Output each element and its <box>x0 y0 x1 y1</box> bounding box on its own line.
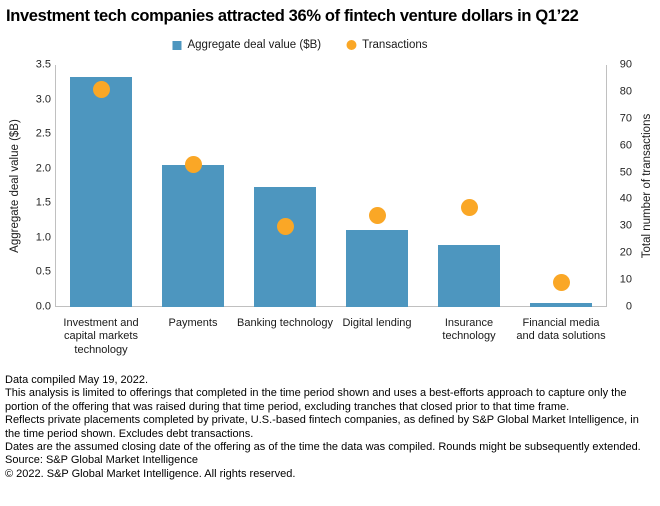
transactions-dot <box>552 274 570 292</box>
category-label: Insurance technology <box>442 317 496 343</box>
right-axis-tick: 60 <box>619 139 632 152</box>
transactions-dot-icon <box>346 40 357 50</box>
legend-label-deal-value: Aggregate deal value ($B) <box>187 39 322 51</box>
right-axis-tick: 30 <box>619 219 632 232</box>
category-label: Financial media and data solutions <box>516 317 606 343</box>
legend: Aggregate deal value ($B) Transactions <box>172 39 428 51</box>
right-axis-tick: 10 <box>619 273 632 286</box>
left-axis-tick: 1.5 <box>35 196 51 209</box>
footnote-line: Dates are the assumed closing date of th… <box>5 441 641 454</box>
deal-value-bar <box>254 187 316 307</box>
right-axis-tick: 40 <box>619 192 632 205</box>
right-axis-tick: 0 <box>625 300 632 313</box>
chart-title: Investment tech companies attracted 36% … <box>6 7 579 25</box>
plot-area <box>55 65 607 307</box>
footnote-copyright: © 2022. S&P Global Market Intelligence. … <box>5 467 296 480</box>
deal-value-bar <box>438 244 500 307</box>
right-axis-tick: 80 <box>619 85 632 98</box>
footnote-line: Data compiled May 19, 2022. <box>5 374 149 386</box>
deal-value-bar <box>346 230 408 307</box>
left-axis-tick: 2.5 <box>35 127 51 140</box>
right-axis-tick: 50 <box>619 166 632 179</box>
left-axis-tick: 0.5 <box>35 265 51 278</box>
legend-label-transactions: Transactions <box>362 39 428 51</box>
category-label: Investment and capital markets technolog… <box>63 317 139 356</box>
transactions-dot <box>184 155 202 173</box>
category-label: Digital lending <box>342 317 412 329</box>
right-axis-tick: 90 <box>619 58 632 71</box>
transactions-dot <box>368 207 386 225</box>
category-label: Payments <box>168 317 218 329</box>
right-axis-tick: 20 <box>619 246 632 259</box>
category-label: Banking technology <box>237 317 334 329</box>
footnote-line: This analysis is limited to offerings th… <box>5 387 627 413</box>
deal-value-bar <box>162 165 224 307</box>
deal-value-bar <box>70 77 132 307</box>
right-axis-tick: 70 <box>619 112 632 125</box>
left-axis-tick: 0.0 <box>35 300 51 313</box>
footnote-source: Source: S&P Global Market Intelligence <box>5 454 199 467</box>
transactions-dot <box>276 217 294 235</box>
bar-swatch-icon <box>172 40 182 50</box>
deal-value-bar <box>530 302 592 307</box>
legend-item-deal-value: Aggregate deal value ($B) <box>172 39 321 51</box>
footnotes: Data compiled May 19, 2022. This analysi… <box>5 374 657 481</box>
left-axis-tick: 2.0 <box>35 162 51 175</box>
left-axis-tick: 3.5 <box>35 58 51 71</box>
footnote-line: Reflects private placements completed by… <box>5 414 639 440</box>
right-axis-title: Total number of transactions <box>641 113 653 259</box>
transactions-dot <box>460 199 478 216</box>
left-axis-tick: 3.0 <box>35 93 51 106</box>
transactions-dot <box>92 80 110 98</box>
legend-item-transactions: Transactions <box>346 39 428 51</box>
left-axis-tick: 1.0 <box>35 231 51 244</box>
